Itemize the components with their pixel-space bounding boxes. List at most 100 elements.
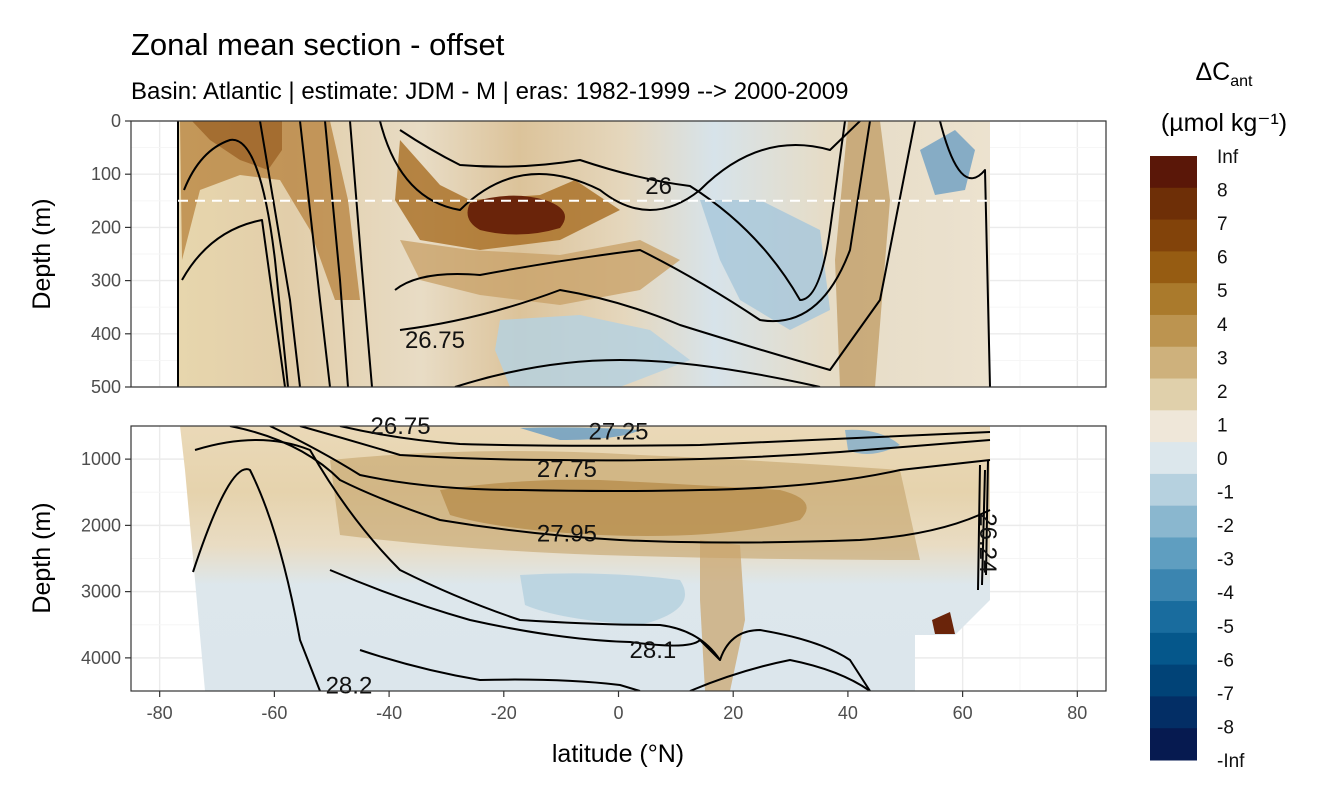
x-tick-label: 40 xyxy=(838,703,858,723)
upper-y-tick-label: 500 xyxy=(91,377,121,397)
x-tick-label: -60 xyxy=(261,703,287,723)
legend-swatch xyxy=(1150,728,1197,761)
contour-label: 28.2 xyxy=(326,673,373,700)
lower-y-tick-label: 1000 xyxy=(81,449,121,469)
legend-label: 5 xyxy=(1217,281,1228,302)
color-legend: ΔCant (µmol kg⁻¹) Inf 8 7 6 5 4 3 2 1 0 -1 -2 -3 -4 -5… xyxy=(1150,58,1287,772)
upper-y-tick-label: 300 xyxy=(91,271,121,291)
upper-y-tick-label: 200 xyxy=(91,217,121,237)
x-tick-label: -80 xyxy=(147,703,173,723)
legend-swatch xyxy=(1150,410,1197,443)
legend-label: -6 xyxy=(1217,650,1234,671)
x-axis: -80 -60 -40 -20 0 20 40 60 80 xyxy=(147,691,1087,723)
upper-isoline xyxy=(349,121,373,387)
lower-y-tick-label: 3000 xyxy=(81,582,121,602)
lower-isoline xyxy=(192,468,321,691)
upper-isoline xyxy=(454,359,821,387)
legend-label: -5 xyxy=(1217,617,1234,638)
upper-y-tick-label: 0 xyxy=(111,111,121,131)
upper-brown-band-south xyxy=(180,121,360,300)
lower-y-axis-title: Depth (m) xyxy=(28,502,56,613)
upper-isoline xyxy=(379,121,861,211)
legend-label: -Inf xyxy=(1217,751,1245,772)
lower-blue-deep xyxy=(520,573,685,625)
legend-swatch xyxy=(1150,442,1197,475)
legend-swatches xyxy=(1150,156,1197,761)
legend-swatch xyxy=(1150,219,1197,252)
legend-label: -8 xyxy=(1217,717,1234,738)
upper-y-axis: 0 100 200 300 400 500 xyxy=(91,111,131,397)
upper-isoline xyxy=(324,121,349,387)
upper-isoline xyxy=(399,121,916,371)
legend-swatch xyxy=(1150,569,1197,602)
upper-brown-band-subtropical xyxy=(395,140,620,250)
x-tick-label: -40 xyxy=(376,703,402,723)
legend-label: -3 xyxy=(1217,550,1234,571)
legend-swatch xyxy=(1150,156,1197,189)
contour-label: 28.1 xyxy=(630,637,677,664)
legend-swatch xyxy=(1150,601,1197,634)
lower-field xyxy=(180,426,990,691)
legend-label: 8 xyxy=(1217,181,1228,202)
upper-y-axis-title: Depth (m) xyxy=(28,198,56,309)
lower-isoline xyxy=(229,426,991,544)
legend-label: -4 xyxy=(1217,583,1234,604)
lower-isoline xyxy=(977,459,989,591)
upper-isoline xyxy=(181,219,286,387)
legend-label: 6 xyxy=(1217,248,1228,269)
upper-blue-subpolar xyxy=(920,130,975,195)
lower-isoline xyxy=(359,649,641,691)
contour-label: 27.75 xyxy=(537,456,597,483)
legend-label: 0 xyxy=(1217,449,1228,470)
legend-label: Inf xyxy=(1217,147,1239,168)
legend-swatch xyxy=(1150,696,1197,729)
lower-y-tick-label: 2000 xyxy=(81,515,121,535)
upper-contour-label-group: 26 26.75 xyxy=(405,173,672,354)
lower-isoline xyxy=(194,439,721,661)
legend-title-subscript: ant xyxy=(1230,73,1253,90)
x-tick-label: 20 xyxy=(723,703,743,723)
legend-swatch xyxy=(1150,283,1197,316)
contour-label: 26.75 xyxy=(405,327,465,354)
lower-isoline xyxy=(329,569,871,691)
upper-panel: 26 26.75 0 100 200 300 400 500 xyxy=(91,111,1107,397)
legend-labels: Inf 8 7 6 5 4 3 2 1 0 -1 -2 -3 -4 -5 -6 -7 -8 -Inf xyxy=(1217,147,1245,772)
lower-y-axis: 1000 2000 3000 4000 xyxy=(81,449,131,668)
contour-label: 27.25 xyxy=(588,418,648,445)
chart-subtitle: Basin: Atlantic | estimate: JDM - M | er… xyxy=(131,78,848,105)
legend-title-main: ΔC xyxy=(1195,58,1230,86)
lower-brown-mid-column xyxy=(700,540,745,691)
lower-blue-band-top xyxy=(520,427,640,440)
upper-core-max xyxy=(467,195,565,235)
upper-brown-equator xyxy=(400,240,680,305)
upper-isoline xyxy=(939,121,991,387)
upper-y-tick-label: 100 xyxy=(91,164,121,184)
upper-isoline xyxy=(299,121,331,387)
legend-label: -2 xyxy=(1217,516,1234,537)
x-axis-title: latitude (°N) xyxy=(552,740,684,768)
legend-swatch xyxy=(1150,346,1197,380)
legend-swatch xyxy=(1150,378,1197,411)
legend-swatch xyxy=(1150,314,1197,348)
legend-swatch xyxy=(1150,632,1197,666)
contour-label: 26 xyxy=(645,173,672,200)
legend-swatch xyxy=(1150,537,1197,570)
upper-isolines xyxy=(177,121,991,387)
legend-title: ΔCant xyxy=(1195,58,1253,90)
x-tick-label: -20 xyxy=(491,703,517,723)
legend-swatch xyxy=(1150,187,1197,221)
legend-label: -7 xyxy=(1217,684,1234,705)
legend-swatch xyxy=(1150,473,1197,507)
upper-blue-center xyxy=(495,315,690,387)
legend-swatch xyxy=(1150,251,1197,284)
lower-isoline xyxy=(299,426,991,462)
legend-label: 4 xyxy=(1217,315,1228,336)
x-tick-label: 80 xyxy=(1067,703,1087,723)
legend-label: 7 xyxy=(1217,214,1228,235)
x-tick-label: 0 xyxy=(613,703,623,723)
lower-deep-brown-spot xyxy=(932,612,955,634)
lower-isoline xyxy=(269,426,991,492)
x-tick-label: 60 xyxy=(953,703,973,723)
legend-label: -1 xyxy=(1217,483,1234,504)
